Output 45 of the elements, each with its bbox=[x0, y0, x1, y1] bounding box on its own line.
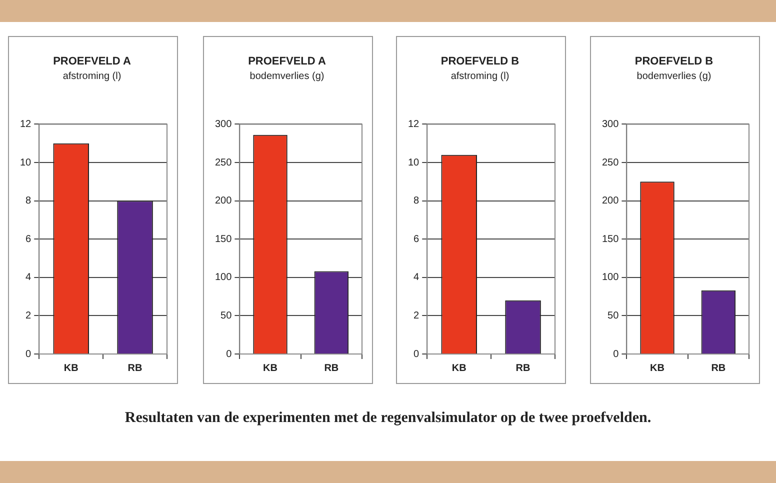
y-tick-label: 6 bbox=[26, 234, 32, 245]
chart-subtitle: afstroming (l) bbox=[62, 70, 122, 82]
x-tick-label: RB bbox=[516, 362, 530, 374]
y-tick-label: 250 bbox=[214, 157, 232, 168]
y-tick-label: 250 bbox=[602, 157, 620, 168]
x-tick-label: RB bbox=[128, 362, 142, 374]
x-tick-label: KB bbox=[263, 362, 278, 374]
y-tick-label: 10 bbox=[20, 157, 32, 168]
y-tick-label: 0 bbox=[226, 348, 232, 360]
y-tick-label: 300 bbox=[214, 118, 232, 130]
chart-title: PROEFVELD A bbox=[53, 56, 131, 68]
y-tick-label: 50 bbox=[608, 310, 620, 322]
x-tick-label: KB bbox=[64, 362, 78, 374]
y-tick-label: 100 bbox=[602, 272, 620, 284]
y-tick-label: 100 bbox=[214, 272, 232, 284]
y-tick-label: 10 bbox=[408, 157, 420, 168]
y-tick-label: 150 bbox=[214, 234, 232, 245]
chart-subtitle: afstroming (l) bbox=[450, 70, 510, 82]
chart-title: PROEFVELD B bbox=[440, 56, 520, 68]
y-tick-label: 12 bbox=[408, 118, 420, 130]
y-tick-label: 150 bbox=[602, 234, 620, 245]
chart-title: PROEFVELD A bbox=[248, 56, 326, 68]
x-tick-label: KB bbox=[452, 362, 466, 374]
y-tick-label: 0 bbox=[414, 348, 420, 360]
chart-title: PROEFVELD B bbox=[634, 56, 714, 68]
y-tick-label: 0 bbox=[613, 348, 620, 360]
chart-subtitle: bodemverlies (g) bbox=[250, 70, 324, 82]
y-tick-label: 200 bbox=[602, 196, 620, 207]
x-tick-label: RB bbox=[324, 362, 339, 374]
y-tick-label: 2 bbox=[414, 310, 420, 322]
x-tick-label: KB bbox=[650, 362, 664, 374]
y-tick-label: 8 bbox=[26, 196, 32, 207]
y-tick-label: 4 bbox=[414, 272, 420, 284]
y-tick-label: 200 bbox=[214, 196, 232, 207]
y-tick-label: 50 bbox=[220, 310, 232, 322]
chart-subtitle: bodemverlies (g) bbox=[636, 70, 712, 82]
y-tick-label: 8 bbox=[414, 196, 420, 207]
y-tick-label: 2 bbox=[26, 310, 32, 322]
y-tick-label: 4 bbox=[26, 272, 32, 284]
y-tick-label: 12 bbox=[20, 118, 32, 130]
text: Resultaten van de experimenten met de regenvalsimulator op de twee proefvelden. bbox=[124, 410, 652, 427]
y-tick-label: 300 bbox=[602, 118, 620, 130]
y-tick-label: 0 bbox=[26, 348, 32, 360]
x-tick-label: RB bbox=[711, 362, 726, 374]
y-tick-label: 6 bbox=[414, 234, 420, 245]
